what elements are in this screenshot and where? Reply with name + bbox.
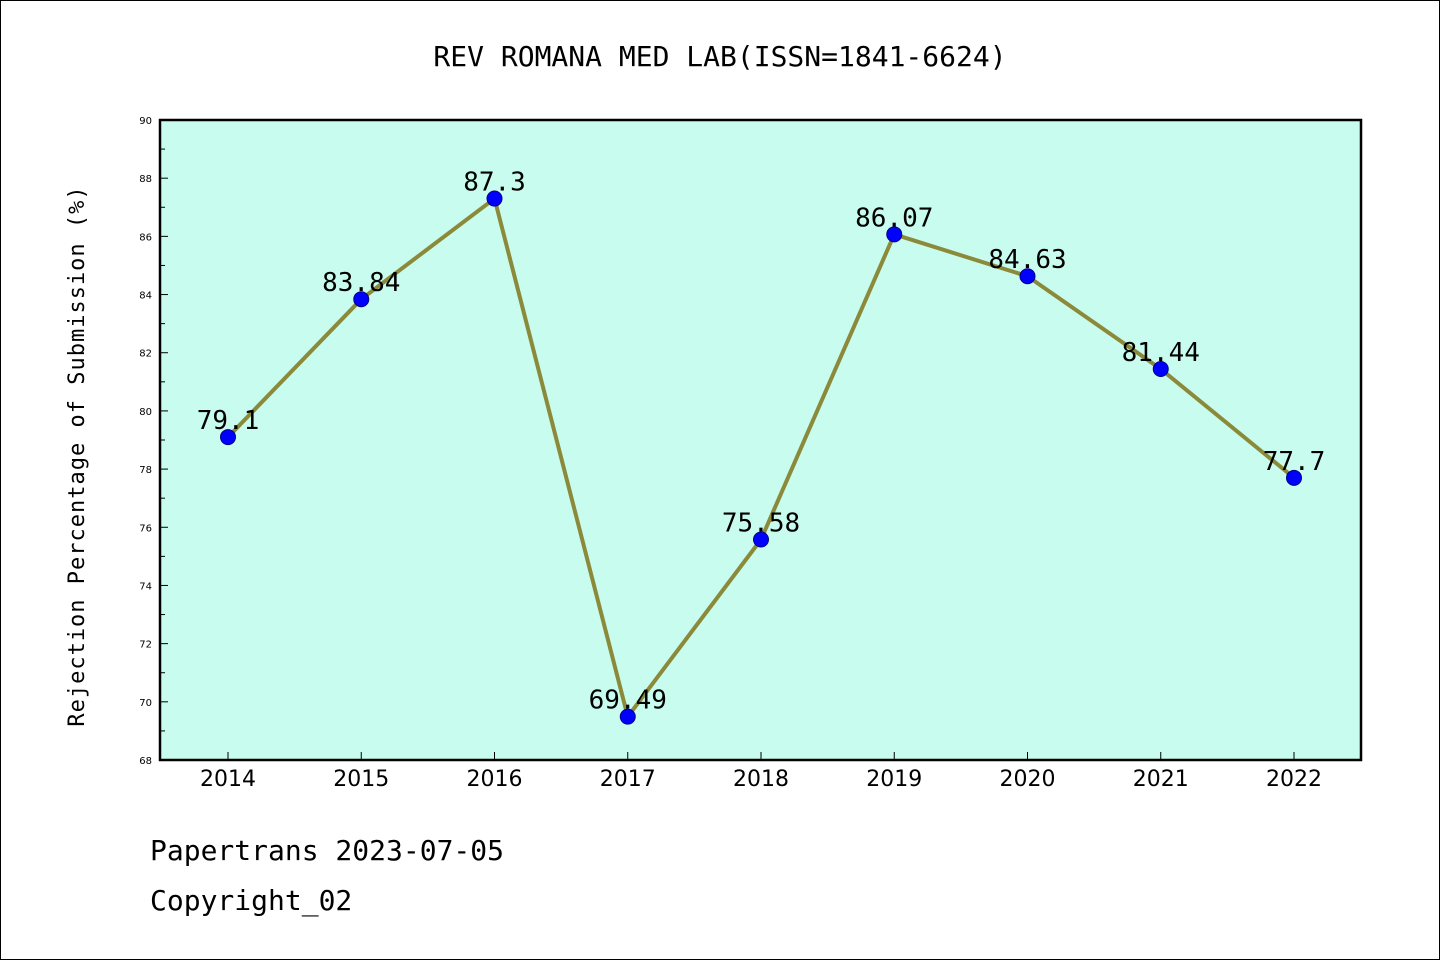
data-point xyxy=(353,291,370,308)
data-point xyxy=(753,531,769,548)
data-point xyxy=(1019,268,1036,285)
chart-title: REV ROMANA MED LAB(ISSN=1841-6624) xyxy=(433,40,1006,73)
x-tick-label: 2022 xyxy=(1266,767,1322,792)
y-tick-label: 86 xyxy=(139,232,152,243)
x-tick-label: 2021 xyxy=(1133,767,1189,792)
x-axis: 2014 2015 2016 2017 2018 2019 2020 2021 2022 xyxy=(200,752,1322,792)
x-tick-label: 2014 xyxy=(200,767,256,792)
y-axis-label: Rejection Percentage of Submission (%) xyxy=(65,185,90,726)
data-label: 77.7 xyxy=(1263,447,1326,477)
data-label: 81.44 xyxy=(1122,338,1200,368)
data-point xyxy=(619,708,636,725)
y-tick-label: 70 xyxy=(139,698,152,709)
y-tick-label: 76 xyxy=(139,523,152,534)
x-tick-label: 2017 xyxy=(600,767,656,792)
y-tick-label: 74 xyxy=(139,581,152,592)
series-layer: 79.1 83.84 87.3 69.49 75.58 86.07 84.63 81.44 77… xyxy=(197,168,1326,725)
data-point xyxy=(220,429,236,446)
data-label: 69.49 xyxy=(589,686,667,716)
data-point xyxy=(1286,469,1302,486)
data-label: 79.1 xyxy=(197,406,260,436)
plot-area xyxy=(158,118,1363,762)
y-tick-label: 82 xyxy=(139,349,152,360)
x-tick-label: 2019 xyxy=(866,767,922,792)
x-tick-label: 2020 xyxy=(1000,767,1056,792)
y-tick-label: 88 xyxy=(139,174,152,185)
y-axis: 68 70 72 74 76 78 80 82 84 86 88 90 xyxy=(139,116,168,767)
y-tick-label: 84 xyxy=(139,291,152,302)
footer-copyright: Copyright_02 xyxy=(150,884,353,917)
data-point xyxy=(1152,361,1169,378)
data-label: 75.58 xyxy=(722,508,800,538)
data-point xyxy=(486,190,503,207)
x-tick-label: 2016 xyxy=(467,767,523,792)
data-label: 83.84 xyxy=(322,268,400,298)
y-tick-label: 80 xyxy=(139,407,152,418)
y-tick-label: 68 xyxy=(139,756,152,767)
y-tick-label: 72 xyxy=(139,640,152,651)
footer-papertrans: Papertrans 2023-07-05 xyxy=(150,834,505,867)
x-tick-label: 2018 xyxy=(733,767,789,792)
data-label: 87.3 xyxy=(463,168,526,198)
data-point xyxy=(886,226,903,243)
y-tick-label: 90 xyxy=(139,116,152,127)
data-label: 84.63 xyxy=(988,245,1066,275)
y-tick-label: 78 xyxy=(139,465,152,476)
x-tick-label: 2015 xyxy=(333,767,389,792)
data-label: 86.07 xyxy=(855,203,933,233)
